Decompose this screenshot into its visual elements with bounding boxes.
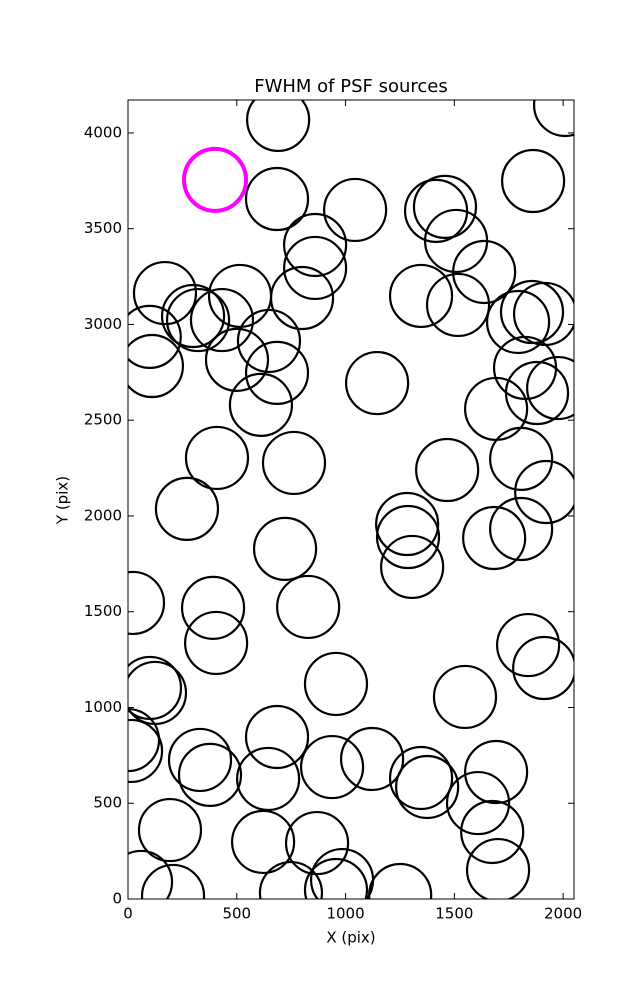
- source-marker: [460, 799, 525, 865]
- source-marker: [415, 437, 480, 503]
- source-marker: [244, 166, 310, 232]
- source-marker: [303, 857, 369, 899]
- source-marker: [512, 635, 574, 701]
- source-marker: [303, 651, 369, 717]
- source-marker: [464, 739, 529, 805]
- source-marker: [165, 287, 231, 353]
- source-marker: [462, 505, 527, 571]
- source-marker: [504, 360, 570, 426]
- source-marker: [236, 746, 301, 812]
- source-marker: [368, 862, 433, 899]
- source-marker: [184, 610, 249, 676]
- x-tick-label: 2000: [544, 905, 582, 923]
- source-marker: [246, 100, 311, 153]
- source-marker: [445, 770, 511, 836]
- source-marker: [526, 355, 574, 421]
- y-tick-label: 2000: [84, 506, 122, 524]
- source-marker: [180, 575, 246, 640]
- source-marker: [485, 289, 551, 355]
- source-marker: [244, 340, 310, 406]
- source-marker: [236, 308, 302, 374]
- source-marker: [252, 516, 318, 582]
- y-tick-label: 1500: [84, 602, 122, 620]
- source-marker: [128, 570, 166, 636]
- x-tick-label: 0: [123, 905, 133, 923]
- source-marker: [345, 350, 410, 416]
- chart-title: FWHM of PSF sources: [254, 76, 448, 97]
- source-marker: [388, 263, 454, 329]
- source-marker: [299, 734, 365, 800]
- x-tick-label: 1000: [326, 905, 364, 923]
- source-marker: [269, 265, 335, 331]
- source-marker: [189, 287, 255, 353]
- y-tick-label: 1000: [84, 698, 122, 716]
- source-marker: [283, 235, 348, 301]
- source-marker: [128, 718, 164, 784]
- source-marker: [258, 860, 324, 899]
- source-marker: [375, 504, 441, 570]
- source-marker: [154, 476, 220, 541]
- source-marker: [167, 727, 233, 793]
- source-marker: [500, 148, 566, 214]
- plot-area: [128, 100, 574, 899]
- source-marker: [432, 664, 498, 730]
- source-marker: [132, 260, 198, 326]
- x-axis-label: X (pix): [326, 929, 375, 947]
- y-tick-label: 4000: [84, 123, 122, 141]
- source-marker: [128, 304, 182, 369]
- source-marker: [177, 742, 243, 807]
- y-tick-label: 2500: [84, 411, 122, 429]
- source-marker: [489, 426, 554, 491]
- source-marker: [532, 100, 574, 138]
- y-tick-label: 3500: [84, 219, 122, 237]
- source-marker: [412, 174, 478, 239]
- source-marker: [204, 327, 270, 392]
- source-marker: [340, 726, 405, 792]
- source-marker: [284, 810, 350, 876]
- y-tick-label: 3000: [84, 315, 122, 333]
- source-marker: [465, 837, 531, 899]
- source-marker: [137, 797, 203, 863]
- source-marker: [323, 177, 388, 243]
- source-marker: [160, 283, 226, 349]
- source-marker: [514, 459, 574, 525]
- source-marker: [375, 491, 440, 557]
- source-marker: [388, 745, 454, 811]
- source-marker: [495, 612, 561, 678]
- source-marker: [184, 425, 250, 491]
- x-tick-label: 500: [222, 905, 251, 923]
- source-marker: [380, 534, 445, 600]
- y-tick-label: 500: [93, 794, 122, 812]
- source-marker: [231, 809, 296, 875]
- source-marker: [128, 849, 174, 899]
- source-marker: [452, 239, 517, 305]
- source-marker: [228, 372, 294, 437]
- source-marker: [261, 430, 327, 496]
- x-tick-label: 1500: [435, 905, 473, 923]
- source-marker: [283, 212, 348, 278]
- y-tick-label: 0: [112, 890, 122, 908]
- source-marker: [395, 754, 460, 820]
- source-marker: [425, 272, 491, 338]
- source-marker: [140, 863, 206, 899]
- source-marker: [182, 146, 249, 213]
- source-marker: [276, 574, 341, 640]
- source-marker: [244, 704, 310, 770]
- source-marker: [128, 333, 185, 399]
- source-marker: [489, 496, 554, 562]
- y-axis-label: Y (pix): [54, 476, 72, 525]
- plot-frame: [127, 99, 575, 900]
